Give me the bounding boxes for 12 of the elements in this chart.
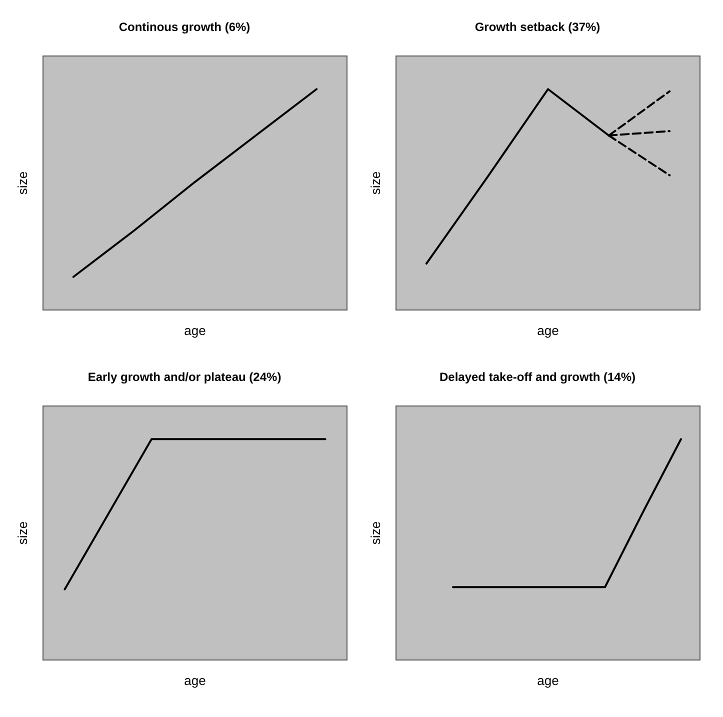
chart-title: Early growth and/or plateau (24%): [88, 370, 282, 384]
x-axis-title: age: [184, 673, 206, 688]
y-axis-title: size: [15, 521, 30, 545]
x-axis-title: age: [184, 323, 206, 338]
x-axis-title: age: [537, 673, 559, 688]
y-axis-title: size: [368, 521, 383, 545]
x-axis-title: age: [537, 323, 559, 338]
y-axis-title: size: [15, 171, 30, 195]
chart-title: Continous growth (6%): [118, 20, 250, 34]
chart-title: Delayed take-off and growth (14%): [439, 370, 636, 384]
y-axis-title: size: [368, 171, 383, 195]
chart-title: Growth setback (37%): [474, 20, 600, 34]
